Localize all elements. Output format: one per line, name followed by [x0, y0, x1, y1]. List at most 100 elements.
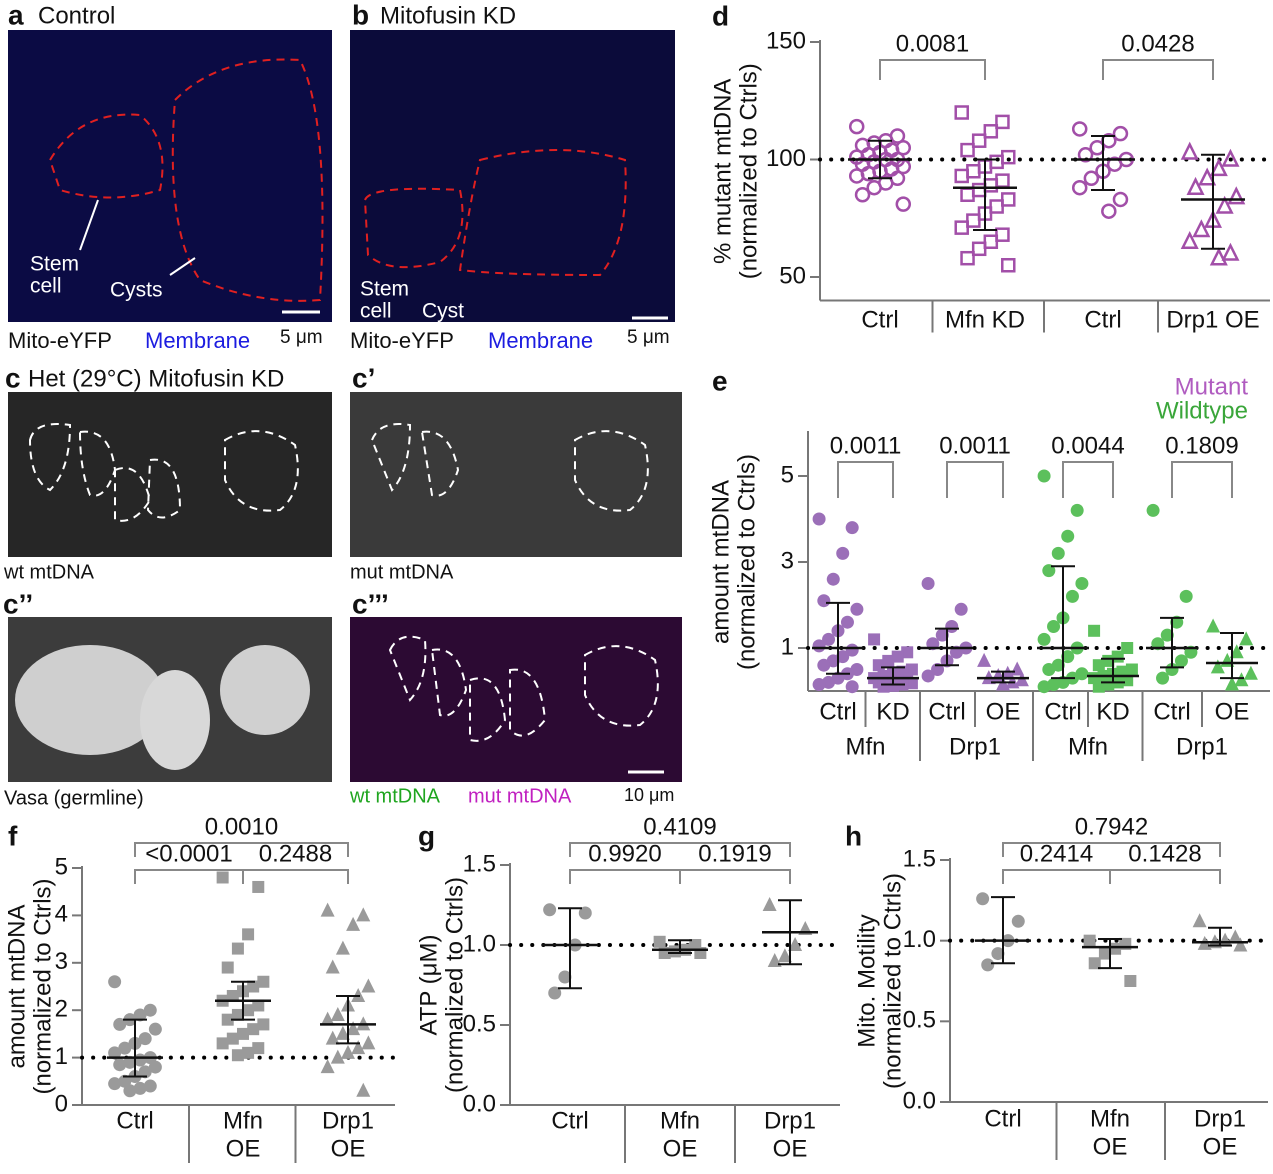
data-point	[242, 1046, 255, 1059]
caption: wt mtDNA	[349, 785, 441, 807]
y-axis-label: Mito. Motility	[853, 914, 880, 1047]
data-point	[895, 196, 912, 212]
data-point	[543, 903, 557, 917]
y-tick-label: 1	[55, 1043, 68, 1070]
legend-entry: Mutant	[1175, 373, 1249, 400]
data-point	[247, 980, 260, 993]
group-label: Mfn	[1068, 733, 1108, 760]
data-point	[1233, 937, 1248, 952]
data-point	[257, 975, 270, 988]
data-point	[237, 1027, 249, 1040]
y-tick-label: 0.5	[903, 1007, 936, 1034]
y-axis-label: (normalized to Ctrls)	[735, 63, 762, 279]
data-point	[1042, 663, 1056, 676]
y-axis-label: amount mtDNA	[3, 904, 30, 1068]
data-point	[1037, 469, 1051, 483]
data-point	[848, 168, 865, 184]
data-point	[346, 1021, 361, 1036]
comparison-bracket	[1171, 461, 1233, 498]
data-point	[108, 1077, 122, 1091]
data-point	[1209, 158, 1228, 177]
panel-title: Het (29°C) Mitofusin KD	[28, 365, 284, 392]
data-point	[983, 178, 999, 193]
data-point	[143, 1003, 157, 1017]
data-point	[335, 1025, 350, 1040]
data-point	[1206, 618, 1221, 633]
data-point	[231, 1008, 244, 1021]
data-point	[877, 680, 890, 693]
p-value: 0.0044	[1051, 432, 1124, 459]
caption: Membrane	[488, 328, 593, 353]
panel-letter: f	[8, 820, 18, 851]
data-point	[578, 906, 592, 920]
data-point	[133, 1008, 147, 1022]
data-point	[1221, 242, 1240, 261]
data-point	[1234, 672, 1249, 687]
data-point	[850, 602, 864, 616]
y-tick-label: 0	[55, 1090, 68, 1117]
data-point	[817, 658, 831, 672]
data-point	[1209, 247, 1228, 266]
data-point	[1037, 680, 1051, 694]
x-tick-label: Ctrl	[116, 1107, 153, 1134]
data-point	[247, 1023, 260, 1036]
data-point	[133, 1081, 147, 1095]
data-point	[971, 182, 987, 198]
caption: Membrane	[145, 328, 250, 353]
group-label: Mfn	[845, 733, 885, 760]
data-point	[882, 654, 895, 667]
y-tick-label: 0.5	[463, 1010, 496, 1037]
y-tick-label: 0.0	[903, 1087, 936, 1114]
arrow	[169, 257, 196, 276]
data-point	[148, 1022, 162, 1036]
panel-title: Control	[38, 2, 115, 29]
data-point	[1112, 191, 1129, 208]
data-point	[221, 1013, 234, 1026]
data-point	[1011, 914, 1025, 928]
x-tick-label: Mfn KD	[945, 306, 1025, 333]
x-tick-label: Ctrl	[984, 1105, 1021, 1132]
data-point	[1210, 659, 1225, 674]
data-point	[1192, 913, 1207, 928]
data-point	[325, 1030, 340, 1045]
data-point	[1125, 663, 1138, 676]
panel-letter: b	[352, 0, 369, 30]
comparison-bracket	[1062, 461, 1114, 498]
data-point	[653, 935, 666, 948]
caption: mut mtDNA	[468, 785, 572, 807]
data-point	[996, 676, 1010, 691]
panel-title: Mitofusin KD	[380, 2, 516, 29]
p-value: 0.1428	[1128, 840, 1201, 867]
p-value: 0.2414	[1020, 840, 1093, 867]
x-tick-label: OE	[663, 1135, 698, 1162]
x-tick-label: Ctrl	[1084, 306, 1121, 333]
data-point	[845, 680, 859, 694]
data-point	[668, 945, 681, 958]
y-tick-label: 50	[779, 262, 806, 289]
data-point	[1180, 230, 1199, 249]
data-point	[762, 897, 777, 911]
data-point	[257, 1018, 270, 1031]
data-point	[330, 1006, 345, 1021]
data-point	[921, 577, 935, 590]
data-point	[1228, 929, 1243, 944]
comparison-bracket	[569, 842, 791, 857]
scale-label: 10 μm	[624, 785, 674, 805]
data-point	[1083, 170, 1100, 187]
data-point	[868, 633, 881, 646]
data-point	[226, 1032, 239, 1045]
x-tick-label: OE	[1093, 1133, 1128, 1160]
data-point	[836, 546, 850, 560]
data-point	[1229, 644, 1244, 659]
cell-blob	[220, 645, 310, 735]
cell-outline	[363, 149, 627, 277]
data-point	[989, 199, 1004, 214]
data-point	[887, 679, 899, 692]
data-point	[812, 639, 826, 653]
panel-letter: c’’	[3, 588, 33, 619]
data-point	[1092, 659, 1105, 672]
p-value: 0.0010	[205, 813, 278, 840]
micrograph	[8, 392, 332, 557]
data-point	[1092, 680, 1105, 693]
